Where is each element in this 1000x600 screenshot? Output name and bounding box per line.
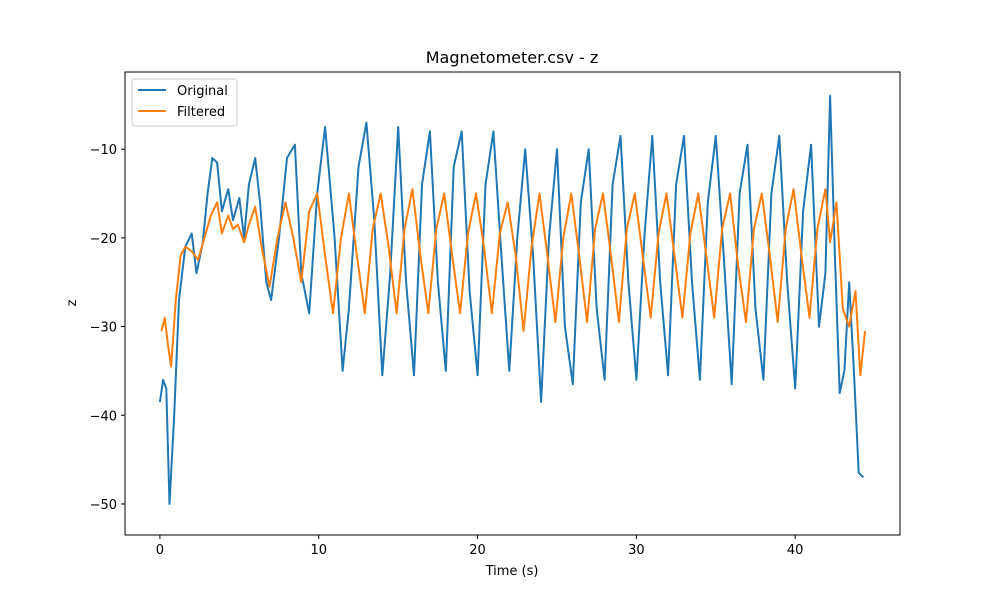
y-axis: −50 −40 −30 −20 −10 (90, 143, 125, 513)
legend-label-filtered: Filtered (177, 105, 225, 120)
x-tick-label: 40 (787, 543, 804, 558)
x-tick-label: 30 (628, 543, 645, 558)
y-tick-label: −10 (90, 143, 117, 158)
legend-label-original: Original (177, 84, 228, 99)
series-line-original (158, 94, 865, 505)
chart-title: Magnetometer.csv - z (426, 48, 599, 67)
plot-area (158, 94, 867, 505)
y-axis-title: z (65, 299, 80, 306)
x-tick-label: 20 (469, 543, 486, 558)
y-tick-label: −20 (90, 232, 117, 247)
axes-frame (124, 71, 901, 536)
y-tick-label: −30 (90, 321, 117, 336)
x-tick-label: 0 (156, 543, 164, 558)
x-tick-label: 10 (310, 543, 327, 558)
x-axis-title: Time (s) (485, 564, 539, 579)
series-line-filtered (160, 188, 867, 377)
y-tick-label: −50 (90, 498, 117, 513)
legend: Original Filtered (131, 78, 238, 127)
y-tick-label: −40 (90, 409, 117, 424)
x-axis: 0 10 20 30 40 (156, 535, 804, 558)
